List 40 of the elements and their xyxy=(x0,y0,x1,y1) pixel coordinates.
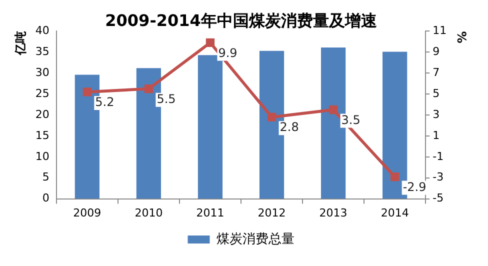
y2-tick-label: -5 xyxy=(432,192,444,205)
y2-tick-label: 3 xyxy=(432,108,440,121)
y-tick-label: 40 xyxy=(35,24,50,38)
x-tick-label: 2010 xyxy=(134,206,163,220)
data-label: -2.9 xyxy=(402,180,426,194)
y2-tick-label: -1 xyxy=(432,150,444,163)
data-label: 2.8 xyxy=(280,120,299,134)
y-tick-label: 5 xyxy=(42,170,50,184)
y2-tick-label: 5 xyxy=(432,86,440,100)
x-tick-label: 2014 xyxy=(380,206,409,220)
point xyxy=(390,172,400,182)
x-tick-label: 2009 xyxy=(73,206,102,220)
legend-label: 煤炭消费总量 xyxy=(216,232,294,247)
y2-tick-label: 11 xyxy=(432,24,447,38)
y-tick-label: 20 xyxy=(35,108,50,121)
chart-title: 2009-2014年中国煤炭消费量及增速 xyxy=(105,10,378,30)
y-tick-label: 25 xyxy=(35,86,50,100)
point xyxy=(82,88,92,96)
data-label: 3.5 xyxy=(341,112,360,127)
x-tick-label: 2011 xyxy=(196,206,224,220)
y-tick-label: 30 xyxy=(35,66,50,79)
data-label: 9.9 xyxy=(218,46,238,60)
x-tick-label: 2012 xyxy=(258,206,286,220)
point xyxy=(144,84,154,94)
y2-tick-label: 7 xyxy=(432,66,440,79)
data-label: 5.2 xyxy=(95,95,114,110)
point xyxy=(206,38,215,48)
y-tick-label: 15 xyxy=(35,128,50,142)
data-label: 5.5 xyxy=(156,92,176,106)
y-tick-label: 35 xyxy=(35,45,50,58)
x-tick-label: 2013 xyxy=(319,206,348,220)
point xyxy=(328,105,338,114)
y2-axis-title: % xyxy=(454,31,469,44)
y-axis-title: 亿吨 xyxy=(13,31,28,56)
y2-tick-label: -3 xyxy=(432,170,444,184)
y-tick-label: 10 xyxy=(35,150,50,163)
y2-tick-label: 1 xyxy=(432,128,440,142)
point xyxy=(267,112,276,122)
y-tick-label: 0 xyxy=(42,192,50,205)
y2-tick-label: 9 xyxy=(432,45,440,58)
